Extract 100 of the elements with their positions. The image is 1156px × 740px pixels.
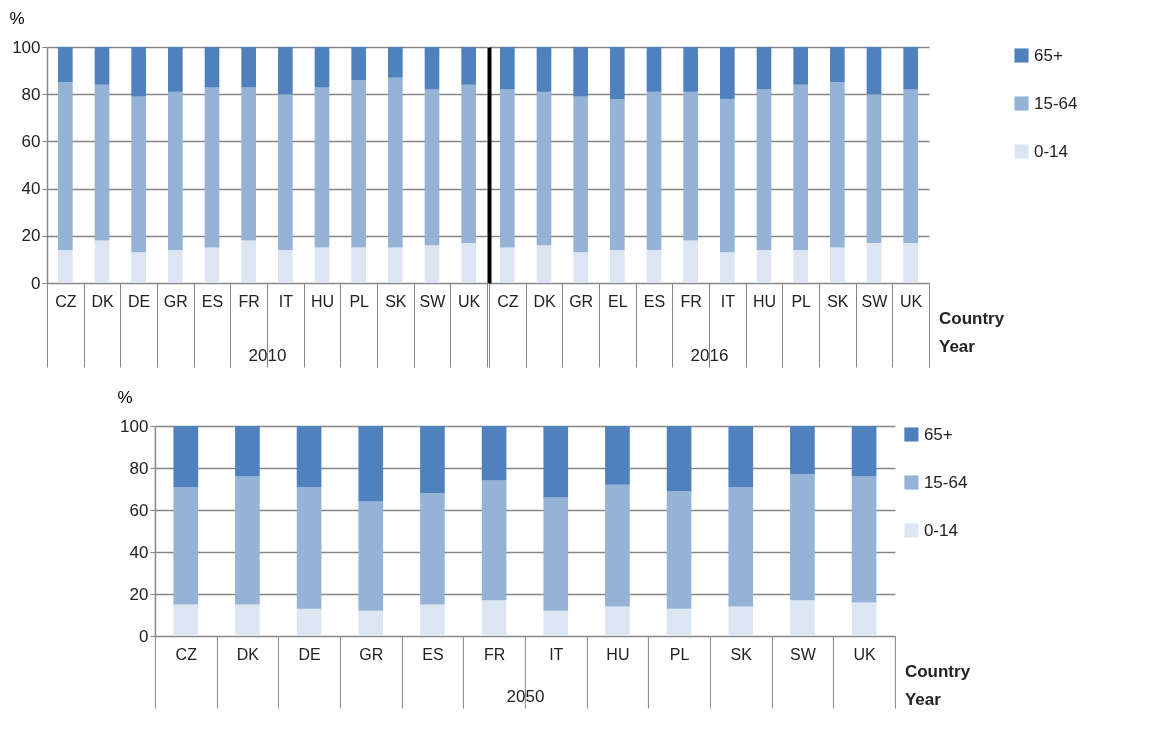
bar xyxy=(605,484,630,607)
x-axis-title: 2050 xyxy=(506,686,545,706)
bar xyxy=(388,247,403,283)
x-tick-label: ES xyxy=(643,292,666,310)
bar xyxy=(756,47,772,90)
bar xyxy=(235,426,260,477)
bar xyxy=(131,96,146,253)
bar xyxy=(278,249,293,283)
bar xyxy=(314,87,330,248)
x-tick-label: IT xyxy=(278,292,294,310)
bar xyxy=(573,252,588,283)
bar xyxy=(420,426,445,494)
bar xyxy=(728,486,754,607)
x-tick-label: PL xyxy=(349,292,370,310)
y-tick-label: 80 xyxy=(129,458,149,478)
y-tick-label: 40 xyxy=(129,542,149,562)
x-tick-label: SW xyxy=(861,292,889,310)
bar xyxy=(646,249,662,283)
x-tick-label: GR xyxy=(359,645,384,663)
bar xyxy=(388,47,403,78)
x-tick-label: CZ xyxy=(497,292,519,310)
bar xyxy=(543,497,569,611)
bar xyxy=(168,91,183,250)
x-tick-label: UK xyxy=(458,292,481,310)
bar xyxy=(131,252,146,283)
x-axis-title: 2010 xyxy=(248,345,287,365)
bar xyxy=(461,47,476,85)
y-tick-label: 100 xyxy=(12,37,41,57)
bar xyxy=(793,249,808,283)
bar xyxy=(235,476,260,605)
bar xyxy=(790,474,815,601)
bar xyxy=(793,47,808,85)
x-tick-label: CZ xyxy=(175,645,198,663)
bar xyxy=(420,604,445,636)
bar xyxy=(420,493,445,605)
x-tick-label: DE xyxy=(298,645,321,663)
x-tick-label: CZ xyxy=(55,292,77,310)
bar xyxy=(424,245,440,283)
x-tick-label: IT xyxy=(720,292,736,310)
bar xyxy=(481,600,507,636)
x-tick-label: SK xyxy=(730,645,753,663)
bar xyxy=(461,84,476,243)
bar xyxy=(278,94,293,250)
x-tick-label: SK xyxy=(385,292,407,310)
bar xyxy=(173,486,199,605)
bar xyxy=(58,82,73,250)
x-tick-label: PL xyxy=(791,292,812,310)
bar xyxy=(358,610,384,636)
x-axis-title: 2016 xyxy=(690,345,729,365)
bar xyxy=(314,247,330,283)
x-tick-label: FR xyxy=(680,292,702,310)
bar xyxy=(314,47,330,88)
y-tick-label: 100 xyxy=(120,416,149,436)
bar xyxy=(720,252,735,283)
bar xyxy=(173,604,199,636)
x-tick-label: SW xyxy=(419,292,447,310)
x-tick-label: SW xyxy=(790,645,817,663)
x-tick-label: UK xyxy=(900,292,923,310)
bar xyxy=(94,240,110,283)
bar xyxy=(536,47,552,92)
bar xyxy=(204,247,220,283)
x-tick-label: SK xyxy=(827,292,849,310)
bar xyxy=(830,247,845,283)
bar xyxy=(573,47,588,97)
bar xyxy=(204,87,220,248)
x-tick-label: ES xyxy=(201,292,224,310)
bar xyxy=(851,426,877,477)
bar xyxy=(903,242,918,283)
legend-label: 65+ xyxy=(923,424,953,444)
bar xyxy=(536,245,552,283)
x-tick-label: DK xyxy=(533,292,556,310)
bar xyxy=(866,47,882,95)
bar xyxy=(461,242,476,283)
y-tick-label: 40 xyxy=(21,179,41,199)
bar xyxy=(168,47,183,92)
y-tick-label: 20 xyxy=(129,584,149,604)
bar xyxy=(173,426,199,487)
legend-label: 0-14 xyxy=(1034,141,1069,161)
bar xyxy=(543,610,569,636)
text: Country xyxy=(939,309,1005,328)
x-tick-label: ES xyxy=(422,645,444,663)
bar xyxy=(866,94,882,243)
bar xyxy=(94,47,110,85)
bar xyxy=(543,426,569,498)
legend-label: 0-14 xyxy=(923,520,958,540)
bar xyxy=(351,247,366,283)
x-tick-label: FR xyxy=(238,292,260,310)
bar xyxy=(646,91,662,250)
bar xyxy=(388,77,403,248)
x-tick-label: IT xyxy=(549,645,564,663)
bar xyxy=(790,600,815,636)
bar xyxy=(728,606,754,636)
bar xyxy=(481,480,507,601)
bar xyxy=(683,91,698,241)
bar xyxy=(720,47,735,99)
bar xyxy=(756,249,772,283)
bar xyxy=(296,608,322,636)
bar xyxy=(241,47,256,88)
text: Year xyxy=(904,690,942,709)
bar xyxy=(536,91,552,246)
